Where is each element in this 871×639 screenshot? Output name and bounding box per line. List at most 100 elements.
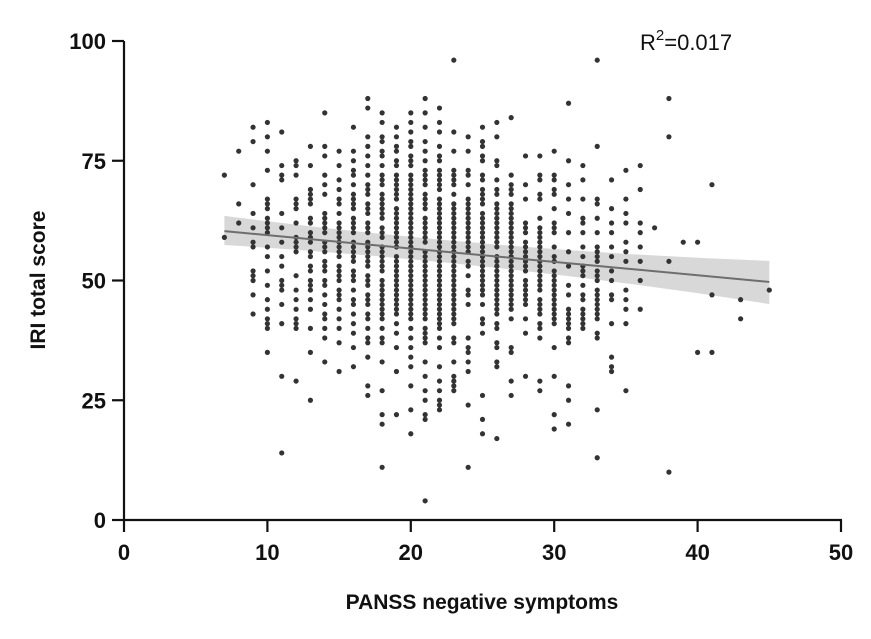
data-point <box>494 215 500 221</box>
data-point <box>465 134 471 140</box>
data-point <box>365 263 371 269</box>
data-point <box>322 316 328 322</box>
data-point <box>565 182 572 188</box>
data-point <box>422 412 428 418</box>
data-point <box>594 215 600 221</box>
data-point <box>465 292 471 298</box>
data-point <box>508 349 514 355</box>
data-point <box>422 225 428 231</box>
data-point <box>465 201 471 207</box>
data-point <box>451 258 457 264</box>
data-point <box>393 344 400 351</box>
data-point <box>594 455 600 461</box>
data-point <box>293 201 299 207</box>
data-point <box>522 153 529 159</box>
data-point <box>365 244 371 250</box>
data-point <box>537 378 543 384</box>
data-point <box>479 172 486 178</box>
data-point <box>422 124 428 130</box>
data-point <box>322 325 328 331</box>
data-point <box>422 138 428 145</box>
data-point <box>465 258 471 264</box>
data-point <box>336 273 342 279</box>
data-point <box>479 301 486 308</box>
data-point <box>465 206 471 212</box>
data-point <box>293 306 299 312</box>
data-point <box>408 119 414 126</box>
data-point <box>408 431 414 437</box>
data-point <box>522 292 529 298</box>
data-point <box>594 143 600 149</box>
data-point <box>350 249 357 255</box>
data-point <box>508 206 514 212</box>
data-point <box>551 220 557 226</box>
data-point <box>350 244 357 250</box>
data-point <box>522 239 529 245</box>
data-point <box>522 268 529 274</box>
data-point <box>623 388 629 394</box>
data-point <box>508 282 514 288</box>
data-point <box>479 210 486 217</box>
data-point <box>279 301 285 308</box>
data-point <box>379 325 385 331</box>
data-point <box>279 177 285 183</box>
data-point <box>551 225 557 231</box>
data-point <box>508 220 514 226</box>
data-point <box>451 388 457 394</box>
data-point <box>451 201 457 207</box>
data-point <box>350 364 357 370</box>
r-squared-base: R <box>640 30 656 55</box>
data-point <box>379 153 385 159</box>
data-point <box>422 177 428 183</box>
data-point <box>580 321 586 327</box>
data-point <box>221 172 227 178</box>
data-point <box>637 244 643 250</box>
data-point <box>522 230 529 236</box>
data-point <box>608 277 615 284</box>
data-point <box>451 206 457 212</box>
data-point <box>436 215 443 221</box>
data-point <box>379 225 385 231</box>
data-point <box>436 253 443 260</box>
data-point <box>436 186 443 193</box>
data-point <box>408 364 414 370</box>
data-point <box>494 282 500 288</box>
data-point <box>436 292 443 298</box>
data-point <box>565 158 572 164</box>
data-point <box>393 220 400 226</box>
data-point <box>565 340 572 346</box>
data-point <box>551 426 557 432</box>
data-point <box>350 344 357 351</box>
data-point <box>594 273 600 279</box>
data-point <box>422 397 428 403</box>
data-point <box>479 220 486 226</box>
data-point <box>451 57 457 63</box>
data-point <box>293 321 299 327</box>
data-point <box>336 287 342 293</box>
data-point <box>379 249 385 255</box>
data-point <box>264 297 270 303</box>
data-point <box>479 158 486 164</box>
data-point <box>666 469 672 475</box>
data-point <box>494 364 500 370</box>
data-point <box>393 206 400 212</box>
data-point <box>508 215 514 221</box>
data-point <box>408 297 414 303</box>
x-tick-label: 30 <box>542 540 566 565</box>
data-point <box>379 388 385 394</box>
data-point <box>307 201 314 207</box>
data-point <box>393 143 400 149</box>
data-point <box>307 297 314 303</box>
data-point <box>322 301 328 308</box>
data-point <box>565 100 572 106</box>
data-point <box>293 196 299 202</box>
data-point <box>436 287 443 293</box>
data-point <box>551 292 557 298</box>
data-point <box>293 378 299 384</box>
data-point <box>551 191 557 197</box>
data-point <box>293 244 299 250</box>
data-point <box>551 373 557 379</box>
data-point <box>451 244 457 250</box>
y-ticks: 0 25 50 75 100 <box>69 29 124 533</box>
data-point <box>551 273 557 279</box>
